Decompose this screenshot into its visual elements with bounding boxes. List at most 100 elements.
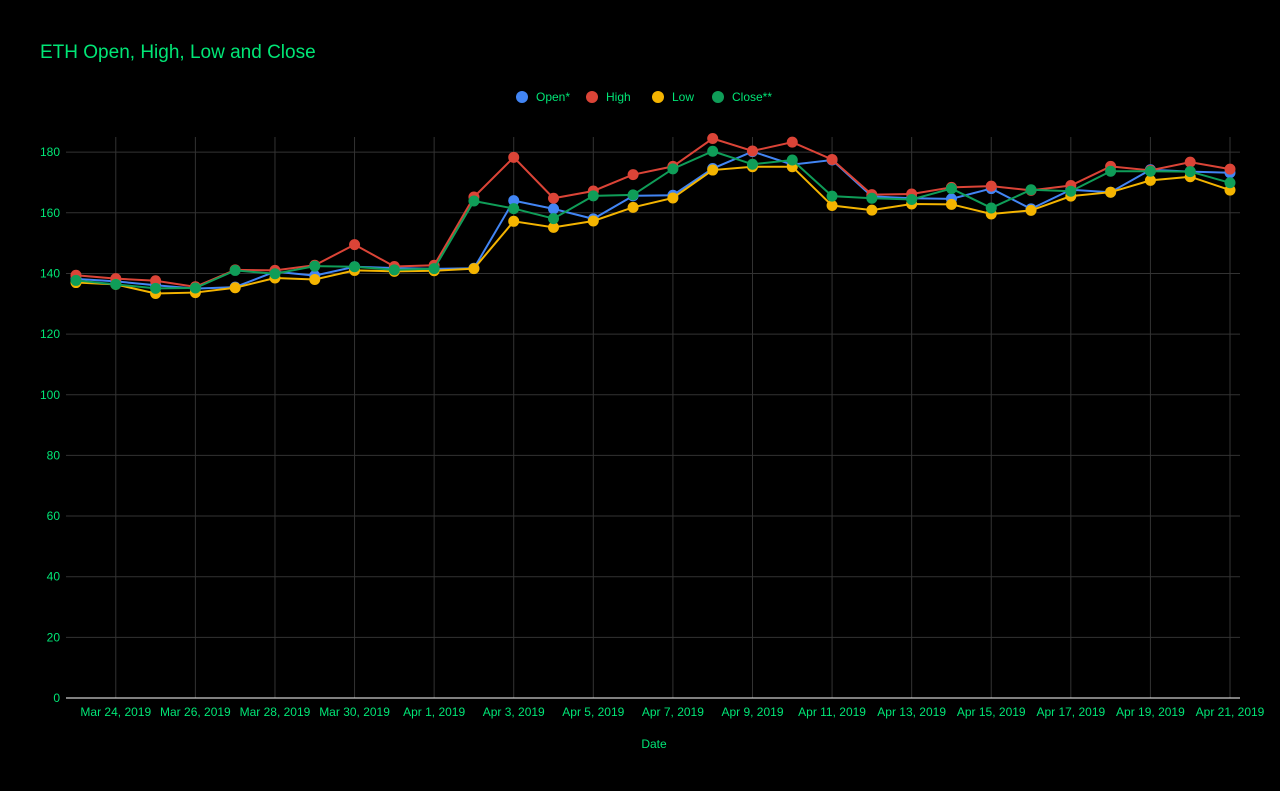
x-tick-label: Apr 5, 2019	[562, 705, 624, 719]
data-point-close	[1184, 166, 1196, 178]
y-tick-label: 160	[40, 206, 60, 220]
data-point-close	[866, 192, 878, 204]
data-point-open	[508, 195, 520, 207]
x-tick-label: Apr 15, 2019	[957, 705, 1026, 719]
data-point-low	[826, 200, 838, 212]
data-point-high	[707, 133, 719, 145]
legend-item-low: Low	[652, 90, 694, 104]
legend-label: Low	[672, 90, 694, 104]
legend: Open* High Low Close**	[516, 90, 772, 104]
data-point-close	[548, 213, 560, 225]
data-point-high	[1224, 163, 1236, 175]
series-line-open	[75, 150, 1231, 290]
data-point-close	[229, 264, 241, 276]
data-point-high	[508, 151, 520, 163]
data-point-low	[587, 215, 599, 227]
data-point-low	[1025, 204, 1037, 216]
y-tick-label: 0	[53, 691, 60, 705]
data-point-close	[945, 183, 957, 195]
data-point-close	[269, 268, 281, 280]
data-point-low	[1105, 186, 1117, 198]
data-point-close	[428, 263, 440, 275]
data-point-high	[746, 145, 758, 157]
x-tick-label: Apr 3, 2019	[483, 705, 545, 719]
data-point-close	[1105, 165, 1117, 177]
data-point-close	[1065, 185, 1077, 197]
legend-marker	[516, 91, 528, 103]
data-point-high	[627, 169, 639, 181]
series-line-close	[75, 150, 1231, 290]
data-point-high	[826, 153, 838, 165]
data-point-close	[468, 195, 480, 207]
series-close	[70, 145, 1236, 294]
data-point-low	[548, 221, 560, 233]
data-point-low	[627, 201, 639, 213]
data-point-close	[906, 193, 918, 205]
data-point-close	[1144, 165, 1156, 177]
data-point-low	[229, 282, 241, 294]
series-line-low	[75, 165, 1231, 295]
data-point-low	[667, 192, 679, 204]
data-point-close	[508, 203, 520, 215]
data-point-high	[349, 239, 361, 251]
x-tick-label: Mar 28, 2019	[240, 705, 311, 719]
y-tick-label: 20	[47, 630, 61, 644]
data-point-close	[587, 190, 599, 202]
data-point-close	[110, 278, 122, 290]
grid-lines	[66, 137, 1240, 698]
y-tick-label: 60	[47, 509, 61, 523]
data-point-close	[388, 264, 400, 276]
data-point-close	[1025, 184, 1037, 196]
data-point-low	[866, 204, 878, 216]
legend-marker	[712, 91, 724, 103]
x-tick-label: Mar 26, 2019	[160, 705, 231, 719]
x-tick-label: Apr 19, 2019	[1116, 705, 1185, 719]
data-point-low	[707, 164, 719, 176]
legend-marker	[586, 91, 598, 103]
data-point-close	[627, 189, 639, 201]
data-point-close	[826, 190, 838, 202]
legend-label: High	[606, 90, 631, 104]
data-point-close	[70, 274, 82, 286]
x-tick-label: Mar 30, 2019	[319, 705, 390, 719]
chart-title: ETH Open, High, Low and Close	[40, 42, 316, 63]
x-tick-label: Apr 1, 2019	[403, 705, 465, 719]
y-tick-label: 140	[40, 266, 60, 280]
legend-item-close: Close**	[712, 90, 772, 104]
x-tick-label: Apr 17, 2019	[1036, 705, 1105, 719]
data-point-high	[1184, 156, 1196, 168]
data-point-low	[309, 274, 321, 286]
x-tick-label: Apr 11, 2019	[798, 705, 866, 719]
data-point-low	[945, 198, 957, 210]
data-point-close	[349, 261, 361, 273]
x-axis-ticks: Mar 24, 2019 Mar 26, 2019 Mar 28, 2019 Mar …	[80, 705, 1264, 719]
legend-marker	[652, 91, 664, 103]
data-point-close	[786, 154, 798, 166]
data-point-high	[985, 180, 997, 192]
series-lines	[70, 133, 1236, 299]
data-point-high	[150, 275, 162, 287]
legend-label: Open*	[536, 90, 570, 104]
legend-item-open: Open*	[516, 90, 570, 104]
data-point-low	[508, 215, 520, 227]
y-axis-ticks: 0 20 40 60 80 100 120 140 160 180	[40, 145, 60, 705]
y-tick-label: 180	[40, 145, 60, 159]
x-tick-label: Apr 9, 2019	[721, 705, 783, 719]
data-point-close	[746, 158, 758, 170]
data-point-open	[548, 203, 560, 215]
legend-item-high: High	[586, 90, 631, 104]
data-point-close	[667, 163, 679, 175]
data-point-close	[985, 202, 997, 214]
data-point-low	[468, 263, 480, 275]
data-point-high	[786, 136, 798, 148]
y-tick-label: 80	[47, 448, 61, 462]
data-point-close	[309, 260, 321, 272]
x-tick-label: Apr 21, 2019	[1196, 705, 1265, 719]
data-point-low	[1144, 174, 1156, 186]
y-tick-label: 120	[40, 327, 60, 341]
data-point-close	[707, 145, 719, 157]
x-tick-label: Apr 7, 2019	[642, 705, 704, 719]
data-point-close	[189, 282, 201, 294]
legend-label: Close**	[732, 90, 772, 104]
